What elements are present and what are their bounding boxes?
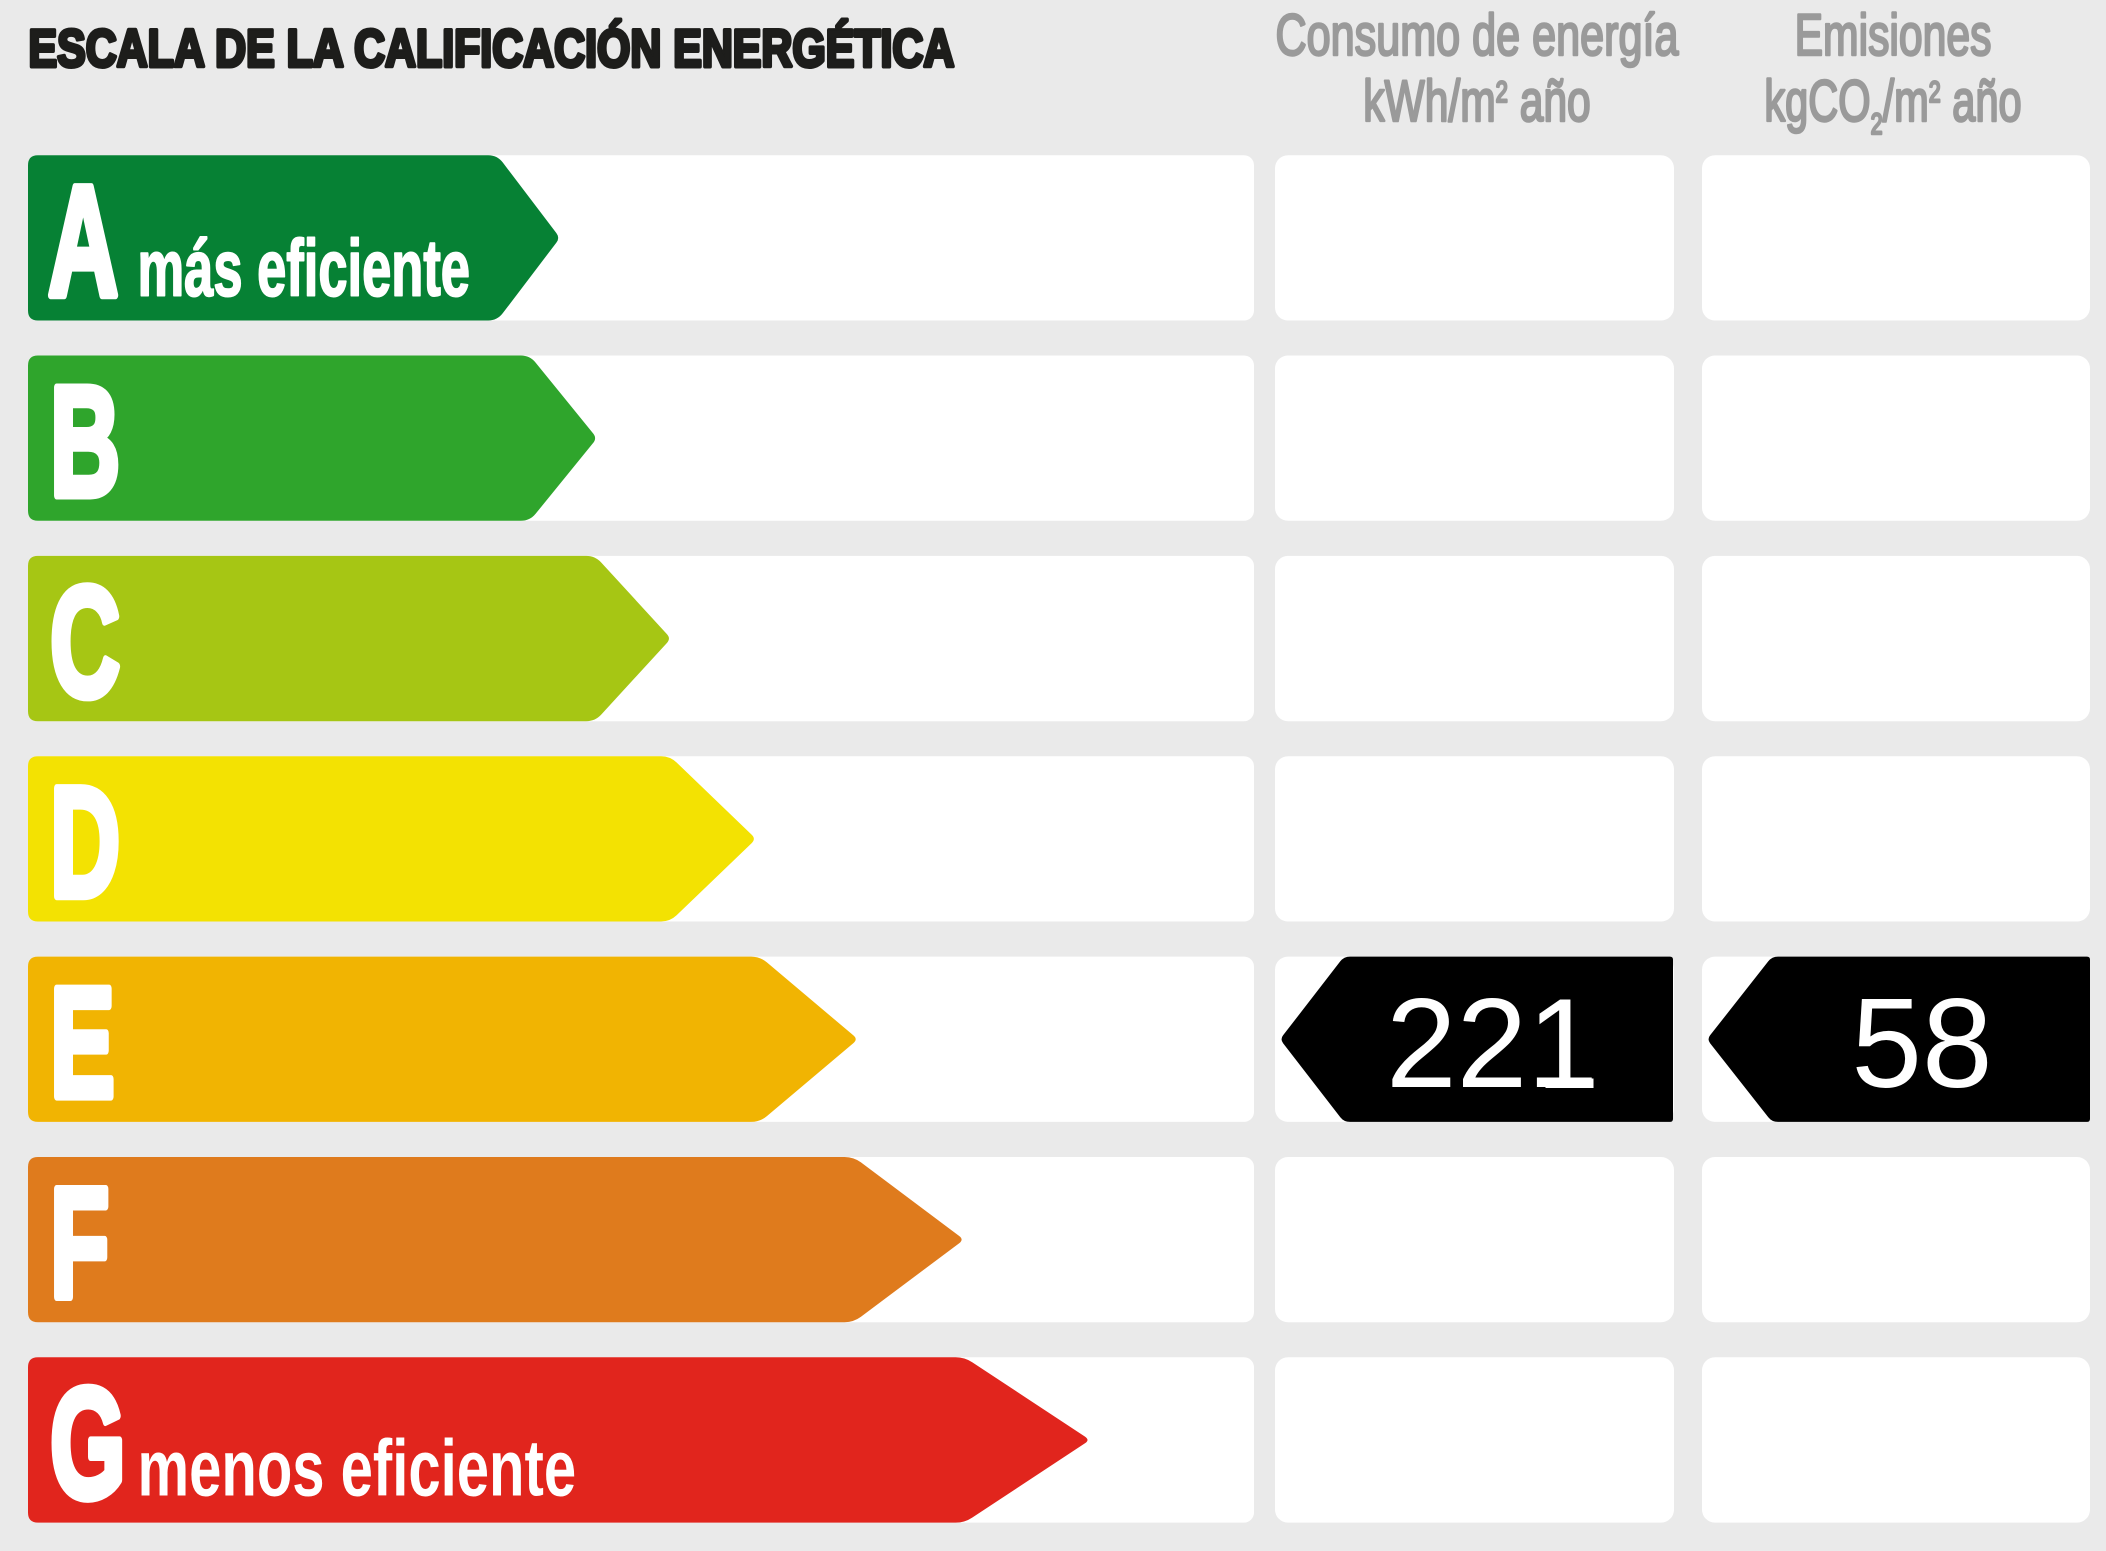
svg-text:Emisiones: Emisiones	[1795, 3, 1992, 68]
svg-text:D: D	[50, 754, 120, 929]
svg-text:221: 221	[1386, 972, 1598, 1114]
svg-text:B: B	[50, 354, 120, 529]
svg-text:58: 58	[1851, 972, 1992, 1114]
svg-text:menos eficiente: menos eficiente	[138, 1423, 577, 1512]
svg-text:kgCO2/m2 año: kgCO2/m2 año	[1764, 68, 2021, 141]
svg-text:A: A	[48, 153, 118, 328]
svg-text:Consumo de energía: Consumo de energía	[1276, 3, 1679, 68]
svg-text:más eficiente: más eficiente	[138, 225, 470, 314]
svg-text:kWh/m2 año: kWh/m2 año	[1363, 69, 1590, 134]
svg-text:F: F	[50, 1155, 109, 1330]
svg-text:C: C	[50, 554, 120, 729]
svg-text:ESCALA DE LA CALIFICACIÓN ENER: ESCALA DE LA CALIFICACIÓN ENERGÉTICA	[29, 18, 955, 78]
svg-text:G: G	[50, 1355, 126, 1530]
svg-text:E: E	[50, 955, 115, 1130]
